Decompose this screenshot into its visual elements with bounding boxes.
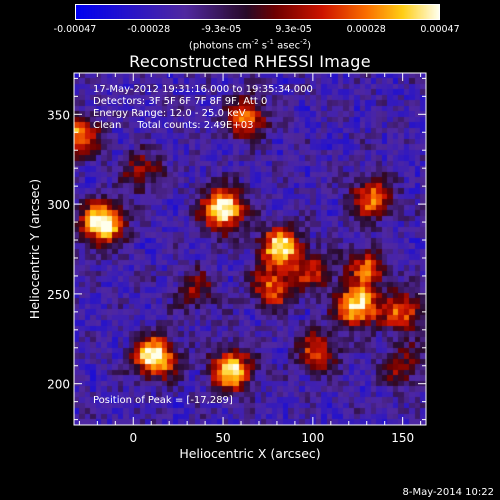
colorbar-gradient <box>76 5 439 19</box>
colorbar-units: (photons cm-2 s-1 asec-2) <box>188 38 312 52</box>
x-tick-label: 50 <box>215 431 230 445</box>
y-tick-label: 300 <box>47 198 70 212</box>
colorbar-tick-label: -0.00047 <box>53 24 97 35</box>
y-tick-label: 200 <box>47 378 70 392</box>
colorbar-tick-label: 9.3e-05 <box>275 24 312 35</box>
y-tick-label: 250 <box>47 288 70 302</box>
colorbar <box>75 4 440 20</box>
annotation-detectors: Detectors: 3F 5F 6F 7F 8F 9F, Att 0 <box>93 96 268 107</box>
colorbar-tick-label: -9.3e-05 <box>201 24 242 35</box>
y-tick-label: 350 <box>47 108 70 122</box>
chart-title: Reconstructed RHESSI Image <box>129 52 371 71</box>
x-tick-label: 100 <box>301 431 324 445</box>
axes: 0 50 100 150 200 250 300 350 <box>47 73 426 445</box>
x-tick-label: 0 <box>129 431 137 445</box>
annotation-clean: Clean Total counts: 2.49E+03 <box>93 120 254 131</box>
x-tick-label: 150 <box>391 431 414 445</box>
colorbar-tick-label: 0.00047 <box>420 24 460 35</box>
x-axis-label: Heliocentric X (arcsec) <box>179 446 320 461</box>
annotation-energy: Energy Range: 12.0 - 25.0 keV <box>93 108 246 119</box>
plot-frame <box>73 72 427 426</box>
annotation-peak: Position of Peak = [-17,289] <box>93 395 233 406</box>
y-axis-label: Heliocentric Y (arcsec) <box>27 179 42 319</box>
date-stamp: 8-May-2014 10:22 <box>402 487 494 498</box>
colorbar-tick-label: -0.00028 <box>127 24 171 35</box>
colorbar-tick-label: 0.00028 <box>346 24 386 35</box>
annotation-time-range: 17-May-2012 19:31:16.000 to 19:35:34.000 <box>93 84 313 95</box>
heatmap-image <box>74 73 426 425</box>
